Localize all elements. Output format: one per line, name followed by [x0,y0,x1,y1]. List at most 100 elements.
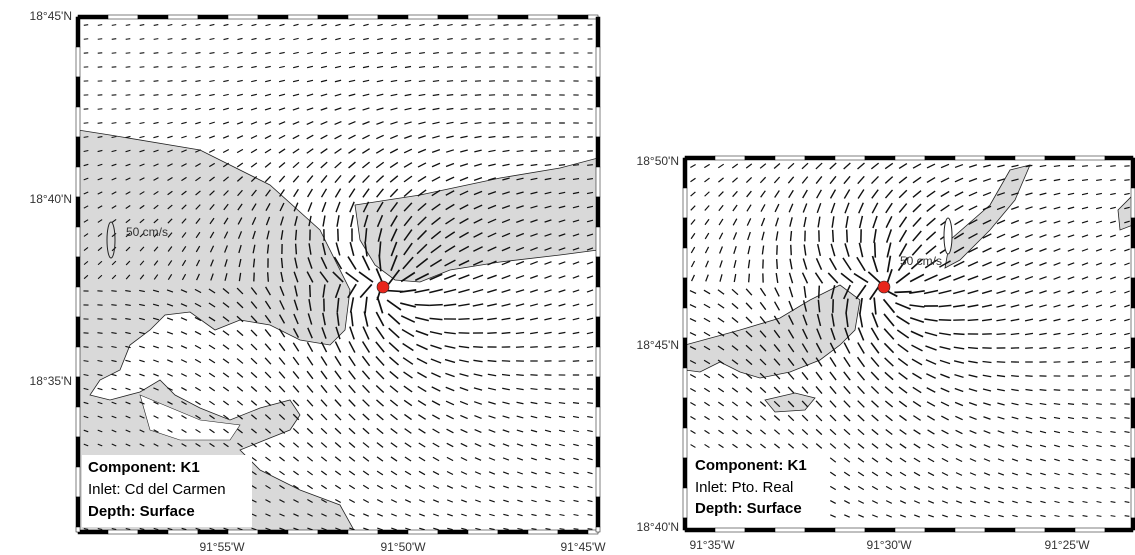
current-ellipse [927,218,936,226]
current-ellipse [209,373,215,377]
current-ellipse [545,529,550,530]
frame-tick [348,530,378,534]
current-ellipse [446,401,454,405]
current-ellipse [732,402,737,406]
current-ellipse [349,52,355,53]
current-ellipse [588,529,593,530]
current-ellipse [489,39,494,40]
current-ellipse [911,331,923,337]
current-ellipse [690,416,695,419]
current-ellipse [872,176,879,183]
current-ellipse [307,94,313,96]
current-ellipse [419,24,424,25]
current-ellipse [209,387,214,391]
current-ellipse [517,416,524,418]
current-ellipse [503,416,510,418]
current-ellipse [828,273,838,283]
current-ellipse [1110,207,1116,208]
current-ellipse [362,356,369,366]
current-ellipse [502,388,510,389]
map-figure: 50 cm/s 50 cm/s Component: K1 Inlet: Cd … [0,0,1135,555]
current-ellipse [473,360,482,361]
current-ellipse [251,163,257,167]
current-ellipse [872,401,879,407]
current-ellipse [223,136,229,138]
current-ellipse [871,372,879,380]
current-ellipse [690,388,695,391]
current-ellipse [1025,291,1033,294]
current-ellipse [419,39,425,40]
current-ellipse [238,24,243,25]
current-ellipse [983,361,992,362]
current-ellipse [1054,166,1060,167]
current-ellipse [377,414,384,420]
frame-tick [1131,338,1135,368]
current-ellipse [587,417,593,418]
current-ellipse [969,375,978,377]
current-ellipse [307,485,312,488]
current-ellipse [720,274,722,281]
current-ellipse [732,388,738,392]
current-ellipse [983,375,991,377]
current-ellipse [447,108,454,109]
current-ellipse [983,417,990,420]
current-ellipse [1039,305,1046,307]
current-ellipse [405,514,411,516]
current-ellipse [489,514,494,516]
current-ellipse [1125,502,1130,503]
current-ellipse [251,66,256,67]
frame-tick [685,156,715,160]
current-ellipse [956,515,962,517]
current-ellipse [912,373,921,379]
current-ellipse [376,176,383,183]
current-ellipse [391,108,398,110]
current-ellipse [474,136,481,137]
current-ellipse [732,317,738,322]
current-ellipse [321,485,326,488]
current-ellipse [1110,319,1116,321]
current-ellipse [488,361,497,362]
current-ellipse [474,150,481,152]
current-ellipse [419,53,425,54]
current-ellipse [139,360,144,362]
lat-label: 18°40'N [30,192,72,206]
current-ellipse [390,400,397,406]
current-ellipse [1096,207,1102,208]
current-ellipse [1110,180,1116,181]
current-ellipse [377,500,383,503]
current-ellipse [802,387,808,394]
current-ellipse [573,430,579,431]
current-ellipse [363,256,370,271]
current-ellipse [98,123,103,124]
current-ellipse [1110,291,1116,293]
current-ellipse [335,135,342,139]
current-ellipse [746,317,752,323]
current-ellipse [872,429,878,434]
frame-tick [318,15,348,19]
current-ellipse [587,332,593,333]
current-ellipse [998,459,1004,461]
current-ellipse [167,318,173,320]
current-ellipse [335,175,341,182]
current-ellipse [489,458,495,460]
current-ellipse [362,371,369,379]
current-ellipse [337,215,339,226]
current-ellipse [307,457,312,461]
current-ellipse [516,276,524,279]
current-ellipse [349,485,355,488]
current-ellipse [872,458,878,462]
frame-tick [596,347,600,377]
current-ellipse [461,528,466,529]
frame-tick [378,530,408,534]
frame-tick [1075,528,1105,532]
current-ellipse [279,80,285,81]
current-ellipse [363,528,368,530]
current-ellipse [802,177,807,184]
current-ellipse [997,248,1005,252]
current-ellipse [746,289,752,295]
current-ellipse [433,429,440,433]
current-ellipse [209,359,215,363]
current-ellipse [387,300,401,310]
current-ellipse [545,472,550,474]
current-ellipse [844,190,849,199]
